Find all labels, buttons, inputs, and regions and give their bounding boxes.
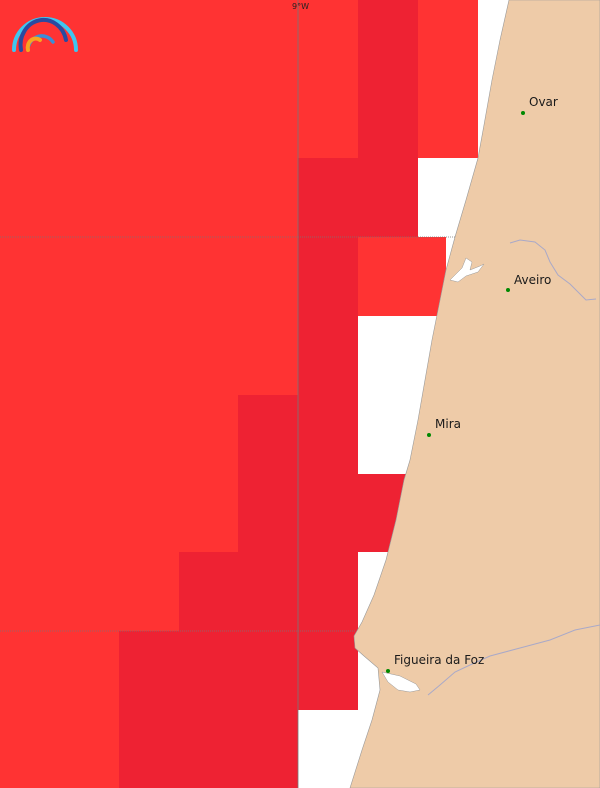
grid-cell [0,474,238,552]
grid-cell [0,631,119,710]
land-area [349,0,600,788]
city-label: Ovar [529,95,558,109]
river [427,624,600,696]
grid-cell [119,631,358,710]
grid-cell [358,0,418,158]
city-dot [427,433,431,437]
city-markers: Ovar Aveiro Mira Figueira da Foz [386,95,558,673]
aveiro-lagoon [449,257,485,283]
grid-cell [0,710,119,788]
river [509,239,597,301]
grid-cell [0,237,298,316]
grid-cell [418,0,478,158]
city-label: Figueira da Foz [394,653,484,667]
city-label: Aveiro [514,273,551,287]
grid-cell [0,395,238,474]
grid-cell [179,552,358,631]
city-dot [506,288,510,292]
city-dot [386,669,390,673]
grid-cell [0,158,298,237]
mondego-estuary [381,671,421,693]
rainbow-arc-logo [12,17,78,52]
grid-cell [0,552,179,631]
grid-cell [358,237,446,316]
city-dot [521,111,525,115]
grid-cell [0,316,298,395]
grid-cell [298,237,358,316]
grid-cell [298,316,358,395]
grid-cell [298,158,418,237]
city-label: Mira [435,417,461,431]
meridian-label: 9°W [292,2,309,11]
grid-cell [119,710,298,788]
grid-cell [238,474,406,552]
